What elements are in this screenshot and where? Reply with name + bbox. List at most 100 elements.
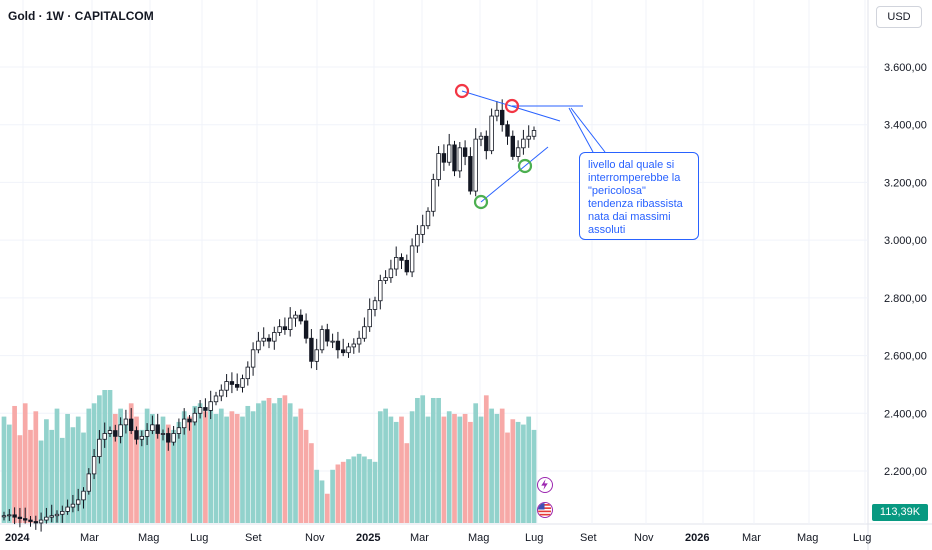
candle-up — [415, 233, 420, 247]
x-tick-label: 2025 — [356, 532, 380, 544]
volume-bar — [399, 416, 404, 523]
currency-button[interactable]: USD — [876, 6, 922, 28]
volume-bar — [478, 416, 484, 523]
candle-up — [91, 456, 97, 475]
volume-bar — [452, 413, 457, 523]
volume-bar — [436, 397, 441, 523]
x-tick-label: Mar — [742, 532, 761, 544]
candle-up — [409, 245, 415, 273]
candle-up — [44, 516, 49, 521]
candle-down — [28, 519, 33, 522]
candle-up — [378, 280, 383, 302]
candle-up — [494, 109, 500, 117]
volume-bar — [372, 461, 378, 523]
candle-up — [446, 144, 452, 163]
candle-up — [81, 490, 86, 501]
candle-up — [393, 257, 399, 270]
volume-bar — [107, 390, 113, 523]
volume-bar — [245, 405, 251, 523]
volume-bar — [430, 397, 436, 523]
volume-bar — [208, 408, 214, 523]
volume-bar — [17, 435, 23, 523]
volume-bar — [44, 419, 49, 523]
candle-up — [102, 433, 107, 440]
volume-bar — [102, 390, 108, 523]
candle-up — [473, 138, 478, 192]
volume-bar — [203, 411, 208, 523]
high-marker-1 — [454, 83, 470, 99]
candle-up — [388, 268, 394, 279]
y-tick-label: 3.400,00 — [884, 120, 927, 132]
volume-bar — [468, 421, 473, 523]
volume-bar — [489, 408, 494, 523]
candle-up — [314, 349, 319, 362]
annotation-callout[interactable]: livello dal quale si interromperebbe la … — [579, 152, 699, 240]
candle-down — [309, 337, 314, 362]
volume-bar — [240, 416, 245, 523]
candle-up — [277, 326, 282, 333]
volume-bar — [393, 421, 399, 523]
candle-up — [362, 326, 367, 339]
candle-down — [266, 337, 272, 342]
candle-down — [468, 156, 473, 192]
volume-bar — [171, 429, 176, 523]
volume-bar — [65, 413, 70, 523]
candle-down — [452, 144, 457, 172]
volume-bar — [404, 443, 410, 523]
candle-up — [431, 179, 436, 212]
candle-up — [383, 277, 388, 281]
volume-bar — [505, 432, 510, 523]
candle-up — [356, 337, 362, 345]
candle-up — [425, 210, 431, 227]
candle-up — [219, 389, 224, 397]
volume-bar — [75, 416, 81, 523]
volume-bar — [176, 421, 182, 523]
candle-up — [272, 332, 277, 342]
volume-bar — [351, 456, 357, 523]
candle-up — [1, 515, 7, 518]
volume-bar — [446, 411, 452, 523]
callout-pointer — [568, 107, 606, 153]
volume-bar — [28, 429, 33, 523]
candle-up — [346, 346, 351, 354]
candle-up — [256, 340, 261, 351]
candle-up — [250, 349, 256, 368]
candle-down — [17, 516, 23, 520]
volume-bar — [510, 419, 516, 523]
candle-up — [245, 366, 250, 380]
candle-up — [240, 378, 245, 388]
volume-bar — [521, 424, 526, 523]
candle-up — [181, 418, 187, 429]
candle-down — [441, 153, 447, 163]
volume-bar — [12, 405, 17, 523]
candle-up — [420, 225, 425, 235]
candle-up — [489, 115, 494, 152]
volume-bar — [250, 411, 256, 523]
candle-down — [335, 340, 341, 351]
volume-bar — [335, 464, 341, 523]
y-tick-label: 2.800,00 — [884, 293, 927, 305]
candle-up — [60, 510, 65, 515]
candle-down — [510, 135, 515, 157]
volume-bar — [59, 437, 65, 523]
x-tick-label: 2026 — [685, 532, 709, 544]
candle-down — [128, 418, 134, 431]
volume-bar — [1, 416, 7, 523]
volume-bar — [38, 440, 44, 523]
volume-bar — [303, 429, 309, 523]
volume-bar — [293, 416, 298, 523]
volume-bar — [298, 408, 304, 523]
x-tick-label: Mag — [138, 532, 159, 544]
lightning-icon[interactable] — [537, 477, 553, 493]
candle-down — [399, 257, 404, 261]
candle-down — [166, 433, 171, 443]
volume-bar — [367, 459, 373, 523]
volume-bar — [271, 403, 277, 523]
x-tick-label: Mar — [410, 532, 429, 544]
y-tick-label: 3.000,00 — [884, 235, 927, 247]
volume-bar — [160, 416, 166, 523]
candle-down — [22, 518, 28, 521]
us-flag-icon[interactable] — [537, 502, 553, 518]
candle-down — [462, 147, 468, 157]
